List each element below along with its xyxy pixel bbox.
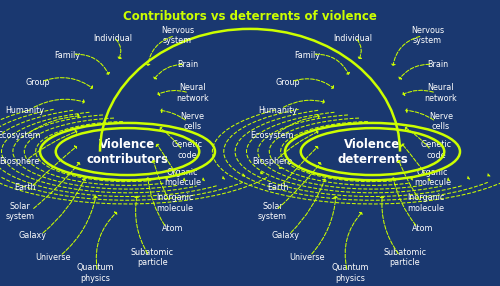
Text: Brain: Brain [427,60,448,69]
Text: Galaxy: Galaxy [272,231,300,241]
Text: Galaxy: Galaxy [18,231,46,241]
Text: Ecosystem: Ecosystem [250,131,294,140]
Text: Family: Family [54,51,80,60]
Text: Neural
network: Neural network [176,83,209,103]
Text: Brain: Brain [177,60,198,69]
Text: Ecosystem: Ecosystem [0,131,41,140]
Text: Subatomic
particle: Subatomic particle [384,248,426,267]
Text: Quantum
physics: Quantum physics [76,263,114,283]
Text: Individual: Individual [333,34,372,43]
Text: Nervous
system: Nervous system [161,26,194,45]
Text: Subatomic
particle: Subatomic particle [131,248,174,267]
Text: Individual: Individual [93,34,132,43]
Text: Universe: Universe [35,253,70,262]
Text: Group: Group [25,78,50,88]
Text: Atom: Atom [412,224,433,233]
Text: Universe: Universe [290,253,325,262]
Text: Genetic
code: Genetic code [420,140,452,160]
Text: Biosphere: Biosphere [0,157,39,166]
Text: Humanity: Humanity [6,106,44,115]
Text: Quantum
physics: Quantum physics [331,263,369,283]
Text: Genetic
code: Genetic code [172,140,203,160]
Text: Nerve
cells: Nerve cells [429,112,453,131]
Text: Humanity: Humanity [258,106,297,115]
Text: Atom: Atom [162,224,183,233]
Text: Inorganic
molecule: Inorganic molecule [408,193,445,213]
Text: Violence
contributors: Violence contributors [86,138,168,166]
Text: Nerve
cells: Nerve cells [180,112,204,131]
Text: Organic
molecule: Organic molecule [164,168,201,187]
Text: Solar
system: Solar system [6,202,34,221]
Text: Organic
molecule: Organic molecule [414,168,451,187]
Text: Biosphere: Biosphere [252,157,292,166]
Text: Earth: Earth [14,183,36,192]
Text: Inorganic
molecule: Inorganic molecule [156,193,194,213]
Text: Group: Group [275,78,300,88]
Text: Nervous
system: Nervous system [411,26,444,45]
Text: Contributors vs deterrents of violence: Contributors vs deterrents of violence [123,10,377,23]
Text: Neural
network: Neural network [424,83,458,103]
Text: Family: Family [294,51,320,60]
Text: Earth: Earth [267,183,288,192]
Text: Solar
system: Solar system [258,202,287,221]
Text: Violence
deterrents: Violence deterrents [337,138,408,166]
